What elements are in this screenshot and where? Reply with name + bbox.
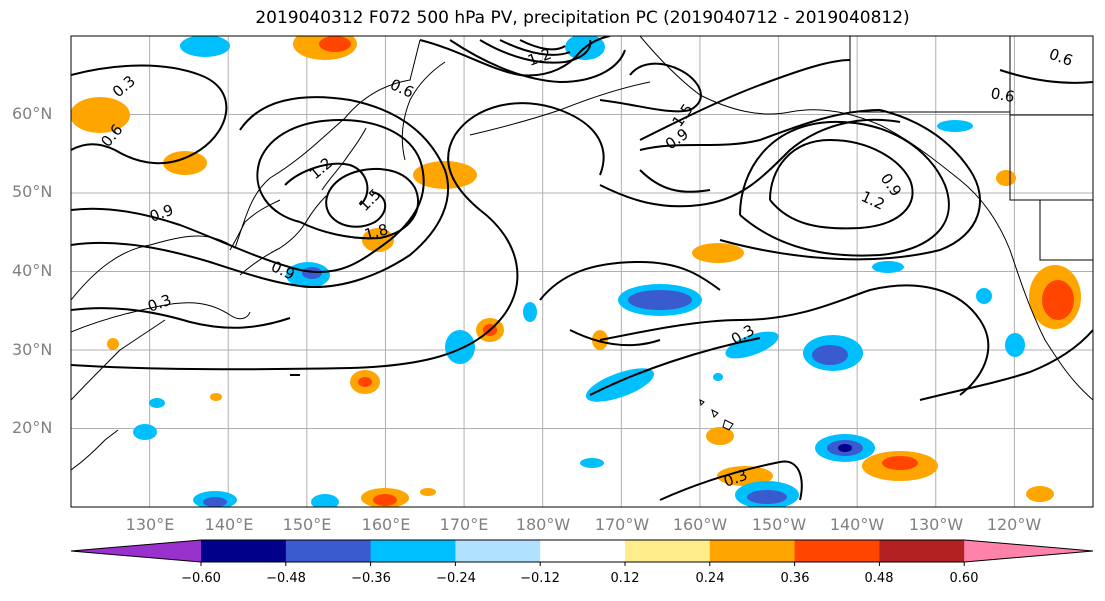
map-frame <box>70 35 1094 508</box>
gridlines <box>71 36 1093 507</box>
colorbar-tick: −0.48 <box>266 571 306 586</box>
lat-tick-50n: 50°N <box>12 182 53 201</box>
colorbar-tick: 0.60 <box>949 571 979 586</box>
lon-tick: 150°W <box>751 515 807 534</box>
colorbar-segment <box>879 540 965 562</box>
lon-tick: 160°E <box>361 515 411 534</box>
colorbar-segment <box>964 540 1093 562</box>
precip-negative-blob <box>838 444 852 452</box>
precip-positive-blob <box>373 494 397 506</box>
precip-positive-blob <box>107 338 119 350</box>
precip-positive-blob <box>420 488 436 496</box>
precip-negative-blob <box>302 267 322 279</box>
precip-negative-blob <box>872 261 904 273</box>
precip-positive-blob <box>996 170 1016 186</box>
precip-negative-blob <box>1005 333 1025 357</box>
precip-positive-blob <box>319 36 351 52</box>
precip-shading <box>71 36 1081 507</box>
precip-positive-blob <box>210 393 222 401</box>
colorbar-segment <box>709 540 796 562</box>
precip-negative-blob <box>180 36 230 57</box>
lon-tick: 120°W <box>986 515 1042 534</box>
contour-label: 0.6 <box>989 84 1016 106</box>
colorbar-tick: 0.12 <box>610 571 640 586</box>
colorbar-segment <box>625 540 711 562</box>
precip-positive-blob <box>71 97 130 133</box>
precip-positive-blob <box>1042 280 1074 320</box>
colorbar-tick: −0.24 <box>436 571 476 586</box>
lon-tick: 170°W <box>594 515 650 534</box>
precip-negative-blob <box>713 373 723 381</box>
colorbar-tick: 0.24 <box>695 571 725 586</box>
precip-negative-blob <box>580 458 604 468</box>
colorbar-tick: −0.12 <box>520 571 560 586</box>
lat-tick-60n: 60°N <box>12 104 53 123</box>
precip-positive-blob <box>692 243 744 263</box>
lon-tick: 150°E <box>282 515 332 534</box>
precip-positive-blob <box>362 228 394 252</box>
pv-contours <box>71 36 1093 501</box>
precip-negative-blob <box>311 494 339 507</box>
colorbar <box>70 539 1094 566</box>
precip-negative-blob <box>628 290 692 310</box>
colorbar-segment <box>201 540 287 562</box>
colorbar-tick: −0.60 <box>181 571 221 586</box>
precip-negative-blob <box>585 368 655 402</box>
precip-negative-blob <box>937 120 973 132</box>
precip-positive-blob <box>706 427 734 445</box>
lon-tick: 170°E <box>439 515 489 534</box>
lon-tick: 130°W <box>908 515 964 534</box>
precip-positive-blob <box>717 466 773 486</box>
colorbar-segment <box>285 540 372 562</box>
precip-positive-blob <box>1026 486 1054 502</box>
colorbar-tick: −0.36 <box>351 571 391 586</box>
colorbar-segment <box>370 540 456 562</box>
lon-tick: 160°W <box>672 515 728 534</box>
lon-tick: 180°W <box>515 515 571 534</box>
contour-label: 1.8 <box>362 220 390 244</box>
precip-positive-blob <box>882 456 918 470</box>
precip-negative-blob <box>445 330 475 364</box>
colorbar-segment <box>794 540 880 562</box>
precip-negative-blob <box>523 302 537 322</box>
precip-positive-blob <box>163 151 207 175</box>
colorbar-segment <box>540 540 626 562</box>
precip-negative-blob <box>149 398 165 408</box>
colorbar-segment <box>455 540 541 562</box>
precip-negative-blob <box>133 424 157 440</box>
precip-negative-blob <box>203 497 227 507</box>
map-title: 2019040312 F072 500 hPa PV, precipitatio… <box>255 8 910 28</box>
lon-tick: 140°E <box>204 515 254 534</box>
lat-tick-20n: 20°N <box>12 418 53 437</box>
precip-negative-blob <box>725 331 779 359</box>
lon-tick: 140°W <box>829 515 885 534</box>
lon-tick: 130°E <box>125 515 175 534</box>
colorbar-tick: 0.48 <box>864 571 894 586</box>
precip-negative-blob <box>747 490 787 504</box>
precip-negative-blob <box>812 345 848 365</box>
precip-positive-blob <box>413 161 477 189</box>
colorbar-tick: 0.36 <box>780 571 810 586</box>
lat-tick-40n: 40°N <box>12 261 53 280</box>
precip-negative-blob <box>976 288 992 304</box>
colorbar-segment <box>71 540 201 562</box>
lat-tick-30n: 30°N <box>12 340 53 359</box>
precip-positive-blob <box>358 377 372 387</box>
